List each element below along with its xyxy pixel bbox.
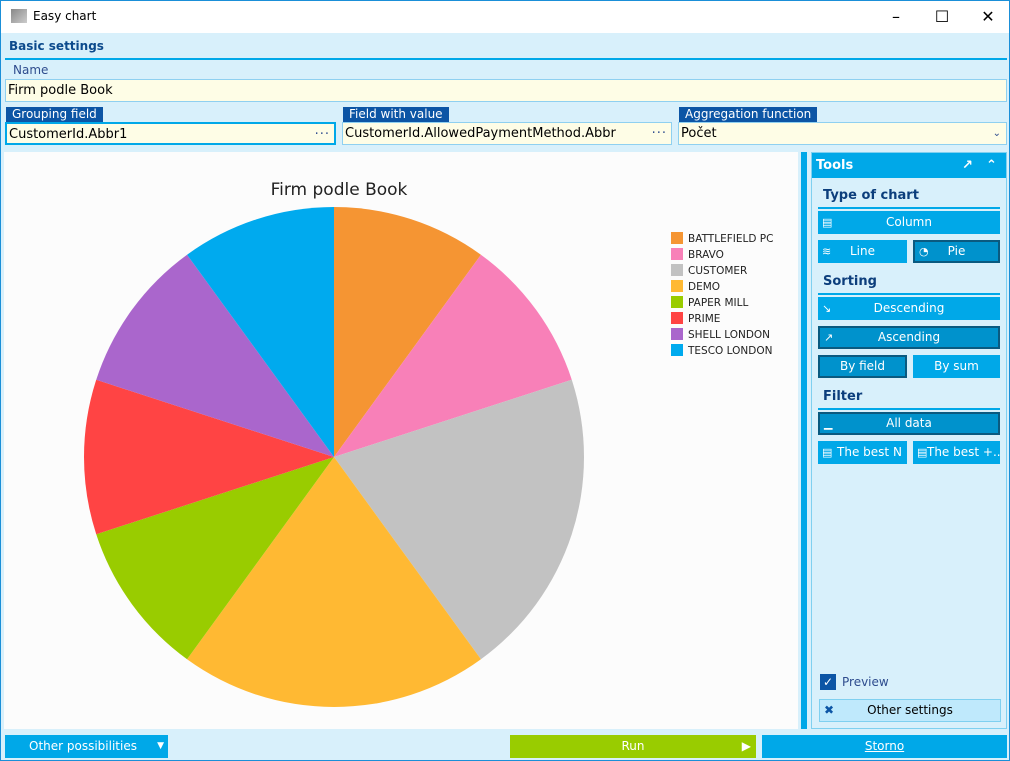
column-label: Column bbox=[886, 215, 932, 229]
legend-swatch bbox=[671, 280, 683, 292]
aggregation-function-select[interactable]: Počet ⌄ bbox=[678, 122, 1007, 145]
run-label: Run bbox=[621, 739, 645, 753]
best-plus-icon: ▤ bbox=[917, 446, 928, 459]
legend-label: PRIME bbox=[688, 313, 720, 325]
grouping-field-label: Grouping field bbox=[6, 107, 103, 122]
chevron-up-icon[interactable]: ⌃ bbox=[986, 158, 997, 173]
basic-settings-title: Basic settings bbox=[9, 39, 104, 53]
by-field-button[interactable]: By field bbox=[818, 355, 907, 378]
legend-swatch bbox=[671, 232, 683, 244]
tools-title: Tools bbox=[816, 158, 854, 173]
pie-chart-icon: ◔ bbox=[919, 245, 929, 258]
ascending-label: Ascending bbox=[877, 330, 941, 344]
grouping-field-input[interactable]: CustomerId.Abbr1 ··· bbox=[5, 122, 336, 145]
pie-label: Pie bbox=[947, 244, 966, 258]
type-of-chart-title: Type of chart bbox=[823, 188, 919, 203]
ellipsis-icon[interactable]: ··· bbox=[651, 126, 667, 141]
play-icon: ▶ bbox=[741, 739, 751, 753]
legend-swatch bbox=[671, 312, 683, 324]
field-with-value-label: Field with value bbox=[343, 107, 449, 122]
title-bar: Easy chart – ☐ ✕ bbox=[1, 1, 1009, 33]
column-button[interactable]: ▤ Column bbox=[818, 211, 1000, 234]
descending-button[interactable]: ↘ Descending bbox=[818, 297, 1000, 320]
minimize-button[interactable]: – bbox=[892, 7, 900, 26]
pie-slice-shell-london bbox=[96, 254, 334, 457]
legend-label: CUSTOMER bbox=[688, 265, 747, 277]
chart-title: Firm podle Book bbox=[271, 180, 408, 200]
line-chart-icon: ≋ bbox=[822, 245, 832, 258]
storno-button[interactable]: Storno bbox=[762, 735, 1007, 758]
best-n-button[interactable]: ▤ The best N bbox=[818, 441, 907, 464]
name-input[interactable]: Firm podle Book bbox=[5, 79, 1007, 102]
tools-header: Tools ↗ ⌃ bbox=[812, 153, 1006, 178]
divider bbox=[5, 58, 1007, 60]
sort-descending-icon: ↘ bbox=[822, 302, 832, 315]
aggregation-function-label: Aggregation function bbox=[679, 107, 818, 122]
preview-label: Preview bbox=[842, 675, 889, 689]
divider bbox=[818, 293, 1000, 295]
popout-icon[interactable]: ↗ bbox=[962, 158, 973, 173]
run-button[interactable]: Run ▶ bbox=[510, 735, 756, 758]
tools-icon: ✖ bbox=[824, 703, 835, 717]
window-title: Easy chart bbox=[33, 9, 97, 23]
best-n-label: The best N bbox=[837, 445, 902, 459]
other-possibilities-button[interactable]: Other possibilities ▼ bbox=[5, 735, 168, 758]
app-icon bbox=[11, 9, 27, 23]
legend-swatch bbox=[671, 344, 683, 356]
pie-chart: Firm podle Book BATTLEFIELD PC BRAVO CUSTO… bbox=[84, 180, 773, 707]
legend-swatch bbox=[671, 296, 683, 308]
by-sum-button[interactable]: By sum bbox=[913, 355, 1000, 378]
legend-label: TESCO LONDON bbox=[687, 345, 772, 357]
sorting-title: Sorting bbox=[823, 274, 877, 289]
splitter[interactable] bbox=[801, 152, 807, 729]
pie-slice-battlefield-pc bbox=[334, 207, 481, 457]
filter-title: Filter bbox=[823, 389, 863, 404]
chevron-down-icon[interactable]: ⌄ bbox=[992, 128, 1002, 139]
best-n-icon: ▤ bbox=[822, 446, 833, 459]
all-data-button[interactable]: ▁ All data bbox=[818, 412, 1000, 435]
best-plus-button[interactable]: ▤ The best +... bbox=[913, 441, 1000, 464]
best-plus-label: The best +... bbox=[927, 445, 1000, 459]
ellipsis-icon[interactable]: ··· bbox=[314, 127, 330, 142]
legend-label: BRAVO bbox=[688, 249, 724, 261]
legend-swatch bbox=[671, 264, 683, 276]
legend-swatch bbox=[671, 328, 683, 340]
field-with-value-input[interactable]: CustomerId.AllowedPaymentMethod.Abbr ··· bbox=[342, 122, 672, 145]
pie-slice-paper-mill bbox=[96, 457, 334, 660]
legend-label: DEMO bbox=[688, 281, 720, 293]
field-with-value-value: CustomerId.AllowedPaymentMethod.Abbr bbox=[345, 126, 616, 141]
other-possibilities-label: Other possibilities bbox=[29, 739, 137, 753]
divider bbox=[818, 207, 1000, 209]
other-settings-label: Other settings bbox=[867, 703, 953, 717]
aggregation-function-value: Počet bbox=[681, 126, 717, 141]
column-chart-icon: ▤ bbox=[822, 216, 833, 229]
ascending-button[interactable]: ↗ Ascending bbox=[818, 326, 1000, 349]
chart-area: Firm podle Book BATTLEFIELD PC BRAVO CUSTO… bbox=[4, 152, 798, 729]
grouping-field-value: CustomerId.Abbr1 bbox=[9, 127, 128, 142]
pie-slice-customer bbox=[334, 379, 584, 660]
pie-slice-tesco-london bbox=[187, 207, 334, 457]
dropdown-arrow-icon: ▼ bbox=[157, 741, 164, 751]
name-label: Name bbox=[13, 63, 49, 77]
maximize-button[interactable]: ☐ bbox=[934, 7, 950, 26]
divider bbox=[818, 408, 1000, 410]
legend-label: SHELL LONDON bbox=[688, 329, 770, 341]
pie-slice-demo bbox=[187, 457, 481, 707]
legend-swatch bbox=[671, 248, 683, 260]
all-data-icon: ▁ bbox=[824, 417, 833, 430]
preview-checkbox[interactable]: ✓ bbox=[820, 674, 836, 690]
other-settings-button[interactable]: ✖ Other settings bbox=[819, 699, 1001, 722]
sort-ascending-icon: ↗ bbox=[824, 331, 834, 344]
legend-label: PAPER MILL bbox=[688, 297, 748, 309]
tools-panel: Tools ↗ ⌃ Type of chart ▤ Column ≋ Line ◔ P… bbox=[811, 152, 1007, 729]
pie-button[interactable]: ◔ Pie bbox=[913, 240, 1000, 263]
line-button[interactable]: ≋ Line bbox=[818, 240, 907, 263]
line-label: Line bbox=[849, 244, 875, 258]
close-button[interactable]: ✕ bbox=[981, 7, 995, 26]
all-data-label: All data bbox=[886, 416, 932, 430]
legend-label: BATTLEFIELD PC bbox=[688, 233, 773, 245]
descending-label: Descending bbox=[873, 301, 945, 315]
pie-slice-bravo bbox=[334, 254, 572, 457]
pie-slice-prime bbox=[84, 379, 335, 535]
